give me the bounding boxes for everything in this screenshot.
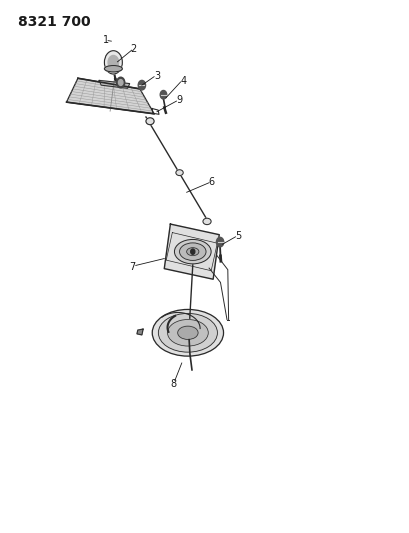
Text: 8321 700: 8321 700 bbox=[18, 14, 90, 29]
Ellipse shape bbox=[167, 319, 208, 346]
Polygon shape bbox=[66, 78, 154, 114]
Ellipse shape bbox=[186, 248, 198, 256]
Ellipse shape bbox=[179, 243, 205, 261]
Text: 3: 3 bbox=[153, 70, 160, 80]
Ellipse shape bbox=[174, 239, 211, 264]
Text: 1: 1 bbox=[103, 35, 109, 45]
Circle shape bbox=[118, 79, 123, 85]
Text: 2: 2 bbox=[130, 44, 137, 54]
Text: 5: 5 bbox=[235, 231, 241, 241]
Circle shape bbox=[138, 80, 145, 90]
Text: 7: 7 bbox=[129, 262, 135, 271]
Circle shape bbox=[190, 249, 194, 254]
Circle shape bbox=[216, 237, 223, 247]
Ellipse shape bbox=[146, 118, 154, 125]
Circle shape bbox=[160, 91, 166, 99]
Circle shape bbox=[104, 51, 122, 74]
Text: 9: 9 bbox=[175, 95, 182, 105]
Text: 8: 8 bbox=[170, 379, 176, 389]
Circle shape bbox=[116, 77, 124, 88]
Text: 6: 6 bbox=[208, 176, 214, 187]
Ellipse shape bbox=[152, 310, 223, 356]
Ellipse shape bbox=[202, 218, 211, 224]
Polygon shape bbox=[137, 329, 143, 335]
Circle shape bbox=[108, 55, 118, 69]
Text: 4: 4 bbox=[180, 76, 186, 86]
Polygon shape bbox=[164, 224, 219, 279]
Polygon shape bbox=[99, 80, 129, 88]
Ellipse shape bbox=[175, 169, 183, 175]
Ellipse shape bbox=[158, 313, 217, 352]
Ellipse shape bbox=[104, 66, 122, 72]
Ellipse shape bbox=[177, 326, 198, 340]
